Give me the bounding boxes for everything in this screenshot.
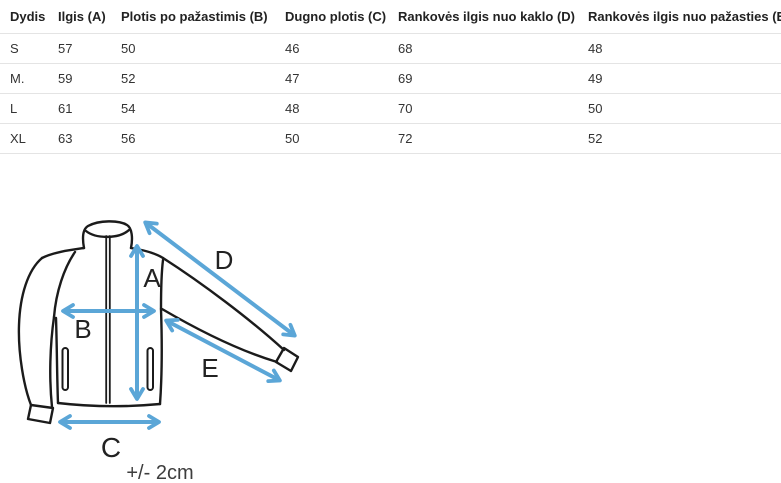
value-cell: 54 bbox=[111, 93, 275, 124]
value-cell: 70 bbox=[388, 93, 578, 124]
value-cell: 50 bbox=[578, 93, 781, 124]
value-cell: 57 bbox=[48, 33, 111, 64]
column-header-length-a: Ilgis (A) bbox=[48, 0, 111, 34]
measure-arrow-d bbox=[143, 220, 297, 338]
right-cuff bbox=[274, 346, 300, 373]
collar-rim bbox=[84, 228, 131, 239]
value-cell: 47 bbox=[275, 63, 388, 94]
column-header-sleeve-neck-d: Rankovės ilgis nuo kaklo (D) bbox=[388, 0, 578, 34]
value-cell: 56 bbox=[111, 123, 275, 154]
measure-label-a: A bbox=[143, 263, 161, 293]
left-sleeve-inner bbox=[49, 315, 56, 409]
table-row-xl: XL 63 56 50 72 52 bbox=[0, 123, 781, 154]
value-cell: 61 bbox=[48, 93, 111, 124]
hem-line bbox=[56, 401, 162, 408]
size-cell: XL bbox=[0, 123, 48, 154]
measure-label-e: E bbox=[201, 353, 218, 383]
column-header-bottom-width-c: Dugno plotis (C) bbox=[275, 0, 388, 34]
value-cell: 72 bbox=[388, 123, 578, 154]
value-cell: 49 bbox=[578, 63, 781, 94]
left-armhole-seam bbox=[52, 250, 77, 319]
collar-outline bbox=[81, 220, 134, 250]
measure-label-b: B bbox=[74, 314, 91, 344]
table-row-l: L 61 54 48 70 50 bbox=[0, 93, 781, 124]
size-cell: S bbox=[0, 33, 48, 64]
left-cuff bbox=[26, 403, 55, 425]
table-row-s: S 57 50 46 68 48 bbox=[0, 33, 781, 64]
value-cell: 69 bbox=[388, 63, 578, 94]
size-cell: M. bbox=[0, 63, 48, 94]
value-cell: 46 bbox=[275, 33, 388, 64]
body-right-edge bbox=[158, 307, 163, 406]
size-chart-table: Dydis Ilgis (A) Plotis po pažastimis (B)… bbox=[0, 0, 781, 154]
value-cell: 48 bbox=[578, 33, 781, 64]
left-shoulder-line bbox=[40, 246, 86, 260]
right-sleeve-bottom bbox=[160, 307, 279, 364]
value-cell: 52 bbox=[111, 63, 275, 94]
value-cell: 48 bbox=[275, 93, 388, 124]
measurement-labels: A B C D E bbox=[74, 245, 233, 463]
value-cell: 59 bbox=[48, 63, 111, 94]
measure-label-d: D bbox=[215, 245, 234, 275]
left-sleeve-outer bbox=[17, 256, 44, 407]
column-header-sleeve-armpit-e: Rankovės ilgis nuo pažasties (E) bbox=[578, 0, 781, 34]
body-left-edge bbox=[54, 316, 60, 405]
measurement-arrows bbox=[58, 220, 297, 430]
value-cell: 50 bbox=[111, 33, 275, 64]
column-header-chest-width-b: Plotis po pažastimis (B) bbox=[111, 0, 275, 34]
jacket-measurement-diagram: A B C D E +/- 2cm bbox=[0, 190, 340, 483]
jacket-diagram-svg: A B C D E +/- 2cm bbox=[17, 220, 300, 483]
left-pocket-slit bbox=[61, 347, 69, 391]
value-cell: 68 bbox=[388, 33, 578, 64]
value-cell: 63 bbox=[48, 123, 111, 154]
size-cell: L bbox=[0, 93, 48, 124]
jacket-outline bbox=[17, 220, 300, 425]
measure-label-c: C bbox=[101, 432, 121, 463]
value-cell: 50 bbox=[275, 123, 388, 154]
value-cell: 52 bbox=[578, 123, 781, 154]
table-row-m: M. 59 52 47 69 49 bbox=[0, 63, 781, 94]
right-pocket-slit bbox=[146, 347, 154, 391]
measure-arrow-e bbox=[164, 317, 282, 384]
right-armhole-seam bbox=[159, 258, 165, 311]
table-header-row: Dydis Ilgis (A) Plotis po pažastimis (B)… bbox=[0, 0, 781, 34]
column-header-size: Dydis bbox=[0, 0, 48, 34]
tolerance-note: +/- 2cm bbox=[126, 462, 193, 483]
